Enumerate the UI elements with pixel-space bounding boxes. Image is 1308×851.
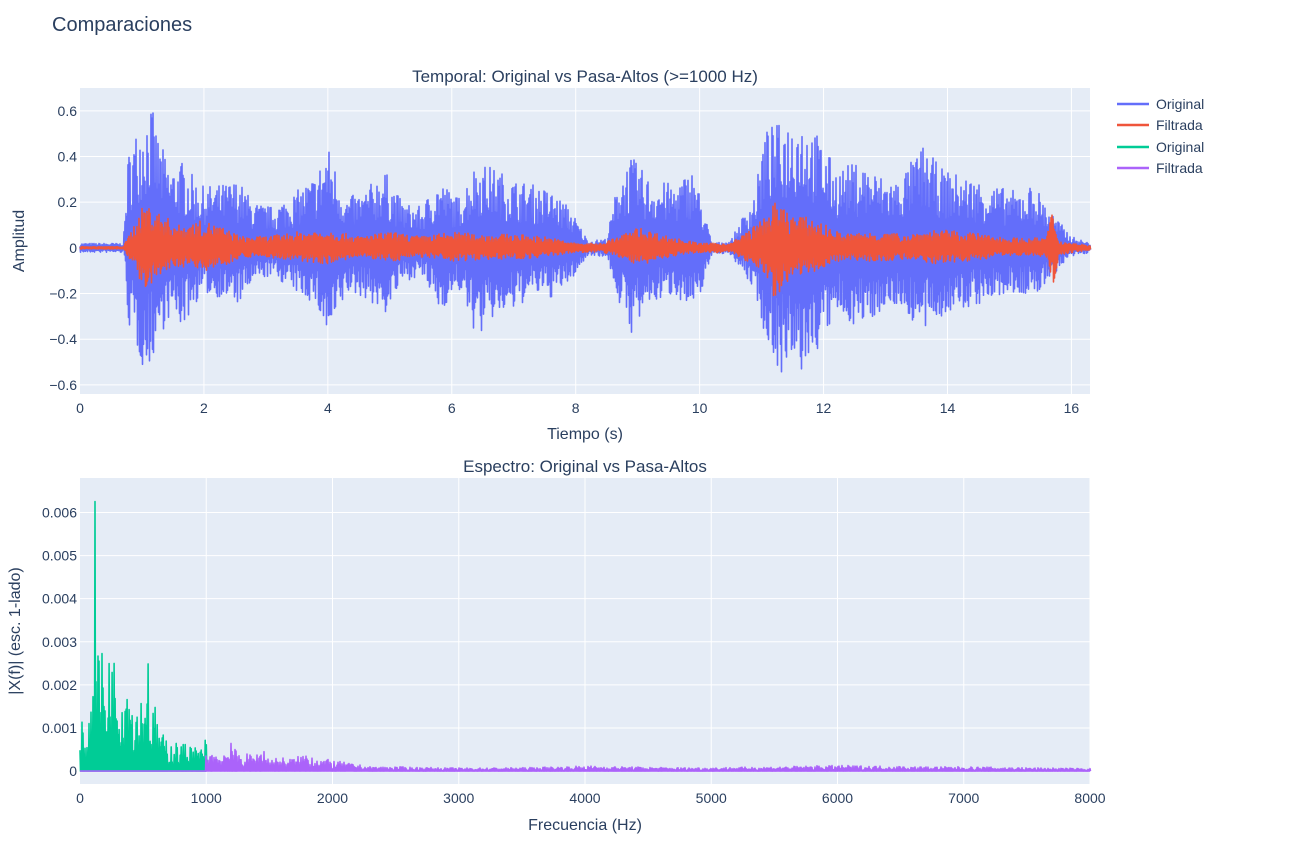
x-tick-label: 8000 [1074, 790, 1105, 806]
x-tick-label: 16 [1064, 400, 1080, 416]
legend-label: Original [1156, 139, 1204, 155]
x-tick-label: 8 [572, 400, 580, 416]
y-tick-label: 0.4 [58, 149, 78, 165]
spectrum-chart: 0 1000 2000 3000 4000 5000 6000 7000 8000 0 0.001… [7, 457, 1106, 834]
legend-item-original-spectrum[interactable]: Original [1117, 139, 1204, 155]
x-tick-label: 6000 [822, 790, 853, 806]
x-tick-label: 10 [692, 400, 708, 416]
y-tick-label: 0.006 [42, 504, 77, 520]
spectrum-x-axis-label: Frecuencia (Hz) [528, 817, 642, 834]
spectrum-x-ticks: 0 1000 2000 3000 4000 5000 6000 7000 8000 [76, 790, 1106, 806]
x-tick-label: 0 [76, 400, 84, 416]
y-tick-label: 0.2 [58, 194, 78, 210]
spectrum-grid [80, 478, 1091, 784]
y-tick-label: 0.6 [58, 103, 78, 119]
legend: Original Filtrada Original Filtrada [1117, 96, 1204, 176]
y-tick-label: 0.001 [42, 720, 77, 736]
y-tick-label: 0 [69, 240, 77, 256]
y-tick-label: 0.005 [42, 548, 77, 564]
spectrum-chart-title: Espectro: Original vs Pasa-Altos [463, 457, 707, 476]
x-tick-label: 4 [324, 400, 332, 416]
time-y-ticks: −0.6 −0.4 −0.2 0 0.2 0.4 0.6 [49, 103, 77, 393]
x-tick-label: 4000 [569, 790, 600, 806]
legend-label: Filtrada [1156, 117, 1203, 133]
spectrum-series-layer [79, 500, 1092, 772]
x-tick-label: 1000 [191, 790, 222, 806]
y-tick-label: −0.4 [49, 331, 77, 347]
x-tick-label: 5000 [696, 790, 727, 806]
time-chart-title: Temporal: Original vs Pasa-Altos (>=1000… [412, 67, 758, 86]
y-tick-label: −0.6 [49, 377, 77, 393]
spectrum-y-ticks: 0 0.001 0.002 0.003 0.004 0.005 0.006 [42, 504, 77, 779]
series-line-original [79, 500, 208, 772]
legend-item-filtered-time[interactable]: Filtrada [1117, 117, 1203, 133]
time-x-ticks: 0 2 4 6 8 10 12 14 16 [76, 400, 1079, 416]
time-domain-chart: 0 2 4 6 8 10 12 14 16 −0.6 −0.4 −0.2 0 0.2 0.4 0.6 Tem… [11, 67, 1092, 443]
x-tick-label: 12 [816, 400, 832, 416]
y-tick-label: 0.004 [42, 591, 77, 607]
figure-title: Comparaciones [52, 14, 192, 36]
time-series-layer [79, 112, 1092, 373]
time-x-axis-label: Tiempo (s) [547, 426, 623, 443]
legend-label: Filtrada [1156, 160, 1203, 176]
x-tick-label: 14 [940, 400, 956, 416]
time-y-axis-label: Amplitud [11, 210, 28, 272]
x-tick-label: 3000 [443, 790, 474, 806]
y-tick-label: 0.003 [42, 634, 77, 650]
legend-item-original-time[interactable]: Original [1117, 96, 1204, 112]
y-tick-label: 0.002 [42, 677, 77, 693]
y-tick-label: −0.2 [49, 286, 77, 302]
x-tick-label: 2 [200, 400, 208, 416]
x-tick-label: 0 [76, 790, 84, 806]
x-tick-label: 2000 [317, 790, 348, 806]
series-line-filtrada [79, 202, 1092, 297]
spectrum-y-axis-label: |X(f)| (esc. 1-lado) [7, 567, 24, 694]
x-tick-label: 7000 [948, 790, 979, 806]
legend-item-filtered-spectrum[interactable]: Filtrada [1117, 160, 1203, 176]
y-tick-label: 0 [69, 763, 77, 779]
series-line-filtrada [79, 742, 1092, 772]
x-tick-label: 6 [448, 400, 456, 416]
legend-label: Original [1156, 96, 1204, 112]
